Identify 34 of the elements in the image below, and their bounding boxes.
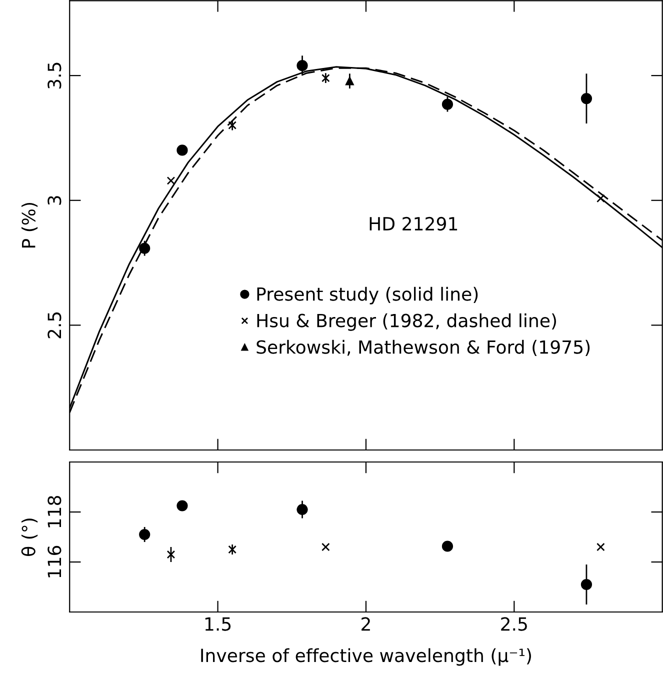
y-axis-title: θ (°) [21,518,38,556]
point [580,92,592,104]
point [139,528,150,540]
x-tick-label: 1.5 [205,617,231,631]
point [176,144,188,156]
point [442,98,454,110]
point [228,121,236,130]
point [442,540,454,552]
point [139,242,150,254]
point [580,578,592,590]
y-tick-label: 3.5 [48,62,62,89]
point [596,194,605,203]
point [166,176,176,185]
annotation: HD 21291 [370,216,458,231]
x-axis-title: Inverse of effective wavelength (μ⁻¹) [201,648,531,666]
point [346,76,354,86]
y-axis-title: P (%) [21,202,38,248]
legend-label: Serkowski, Mathewson & Ford (1975) [256,340,590,356]
legend-label: Hsu & Breger (1982, dashed line) [257,313,556,331]
point [596,542,605,552]
y-tick-label: 118 [48,496,62,528]
point [322,542,330,552]
point [296,504,308,516]
y-tick-label: 3 [48,196,62,205]
point [322,74,330,82]
legend-label: Present study (solid line) [257,286,478,304]
point [228,545,236,554]
x-tick-label: 2.5 [501,617,527,631]
x-tick-label: 2 [362,617,370,631]
point [166,550,176,559]
y-tick-label: 2.5 [48,312,62,338]
point [296,60,308,72]
point [176,500,188,512]
y-tick-label: 116 [48,546,62,578]
